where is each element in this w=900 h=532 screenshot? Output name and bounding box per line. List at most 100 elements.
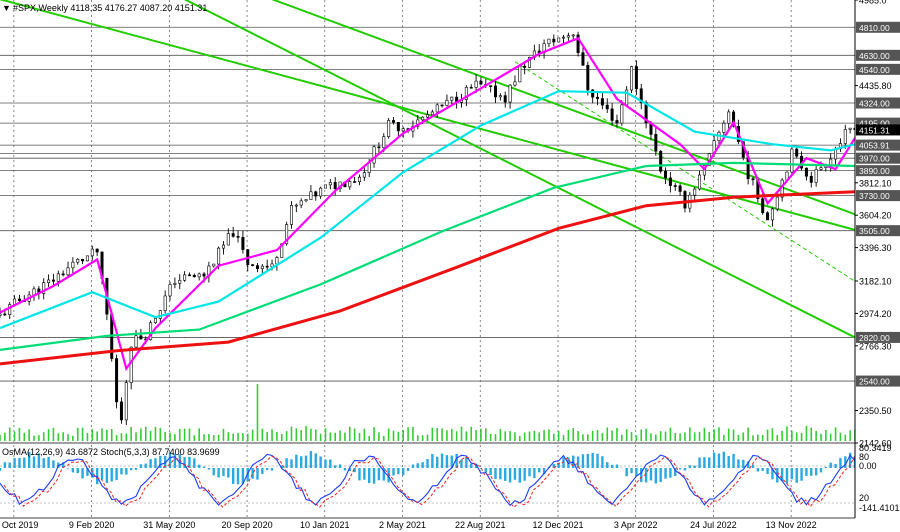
osma-histogram-bar: [416, 463, 419, 468]
osma-histogram-bar: [513, 468, 517, 480]
candle-body: [90, 248, 94, 257]
osma-histogram-bar: [207, 468, 211, 470]
osma-histogram-bar: [261, 468, 264, 474]
osma-histogram-bar: [129, 468, 133, 471]
osma-histogram-bar: [455, 453, 458, 468]
candle-body: [775, 196, 779, 210]
candle-body: [615, 120, 619, 124]
osma-histogram-bar: [37, 453, 41, 468]
osma-histogram-bar: [644, 468, 648, 483]
osma-histogram-bar: [717, 453, 721, 468]
candle-body: [241, 237, 245, 250]
candle-body: [212, 263, 216, 267]
osma-histogram-bar: [780, 468, 784, 482]
osma-histogram-bar: [484, 468, 487, 473]
osma-histogram-bar: [712, 452, 716, 468]
candle-body: [571, 34, 575, 37]
osma-histogram-bar: [406, 468, 410, 472]
osma-histogram-bar: [222, 468, 225, 477]
osma-histogram-bar: [348, 468, 351, 472]
osma-histogram-bar: [630, 468, 633, 474]
osma-histogram-bar: [542, 468, 546, 475]
osma-histogram-bar: [751, 464, 755, 468]
candle-body: [489, 85, 493, 87]
x-tick-label: 3 Apr 2022: [614, 520, 658, 530]
osma-histogram-bar: [100, 468, 104, 480]
candle-body: [654, 134, 658, 152]
osma-histogram-bar: [256, 468, 259, 480]
osma-histogram-bar: [742, 459, 745, 468]
candle-body: [66, 267, 70, 276]
osma-histogram-bar: [149, 459, 152, 468]
candle-body: [304, 199, 308, 202]
candle-body: [275, 257, 279, 265]
osma-histogram-bar: [431, 454, 434, 468]
osma-histogram-bar: [314, 453, 317, 468]
candle-body: [348, 181, 352, 188]
price-label-box: [856, 124, 900, 136]
osma-histogram-bar: [71, 468, 75, 473]
osma-histogram-bar: [202, 466, 206, 468]
osma-histogram-bar: [212, 468, 215, 476]
osma-histogram-bar: [241, 468, 245, 484]
osma-histogram-bar: [528, 468, 531, 477]
osma-histogram-bar: [358, 468, 361, 481]
moving-average-line: [0, 190, 856, 366]
osma-histogram-bar: [698, 457, 701, 468]
osma-histogram-bar: [470, 463, 473, 468]
osma-histogram-bar: [47, 456, 50, 468]
candle-body: [440, 104, 444, 107]
osma-histogram-bar: [353, 468, 356, 473]
osma-histogram-bar: [800, 468, 803, 481]
osma-histogram-bar: [708, 457, 711, 468]
candle-body: [17, 298, 21, 301]
osma-histogram-bar: [280, 465, 283, 468]
candle-body: [333, 182, 337, 189]
candle-body: [498, 95, 502, 98]
osma-histogram-bar: [440, 453, 444, 468]
osma-histogram-bar: [533, 468, 536, 479]
candle-body: [85, 255, 89, 262]
osma-histogram-bar: [426, 459, 429, 468]
osma-histogram-bar: [0, 468, 2, 471]
osma-histogram-bar: [727, 455, 730, 468]
osma-histogram-bar: [397, 468, 400, 475]
x-tick-label: 9 Feb 2020: [69, 520, 115, 530]
candle-body: [299, 200, 303, 206]
candle-body: [479, 80, 483, 85]
candle-body: [294, 204, 298, 207]
candle-body: [664, 170, 668, 179]
candle-body: [285, 224, 289, 245]
osma-histogram-bar: [615, 464, 619, 468]
candle-body: [523, 65, 527, 68]
candle-body: [115, 358, 119, 403]
chart-arrow-icon[interactable]: ▼: [2, 3, 11, 13]
candle-body: [528, 57, 532, 68]
candle-body: [761, 198, 765, 214]
osma-histogram-bar: [683, 468, 687, 471]
osma-histogram-bar: [591, 452, 594, 468]
candle-body: [251, 264, 255, 266]
osma-axis-label: 80: [859, 452, 869, 462]
moving-average-line: [0, 161, 856, 351]
osma-histogram-bar: [3, 462, 7, 468]
osma-histogram-bar: [86, 468, 89, 476]
osma-histogram-bar: [688, 465, 692, 468]
osma-histogram-bar: [819, 468, 823, 473]
candle-body: [673, 185, 677, 187]
price-label-box: [856, 331, 900, 343]
osma-axis-label: 20: [859, 493, 869, 503]
osma-histogram-bar: [586, 453, 590, 468]
osma-histogram-bar: [508, 468, 512, 483]
osma-histogram-bar: [465, 456, 468, 468]
candle-body: [814, 169, 818, 183]
channel-line: [184, 0, 856, 339]
candle-body: [610, 108, 614, 121]
price-tick-label: 2350.50: [859, 406, 892, 416]
price-label: 3730.00: [859, 191, 890, 201]
osma-histogram-bar: [246, 468, 249, 482]
osma-histogram-bar: [139, 464, 143, 468]
candle-body: [309, 191, 313, 200]
candle-body: [153, 318, 157, 324]
